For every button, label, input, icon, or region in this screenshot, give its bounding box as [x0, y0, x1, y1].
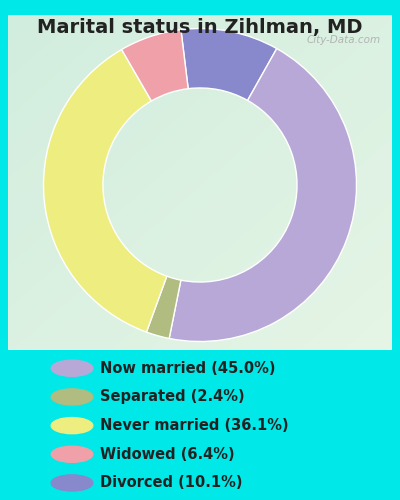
Circle shape: [51, 418, 93, 434]
Circle shape: [51, 389, 93, 405]
Text: Marital status in Zihlman, MD: Marital status in Zihlman, MD: [37, 18, 363, 36]
Text: Never married (36.1%): Never married (36.1%): [100, 418, 289, 433]
Wedge shape: [169, 48, 356, 342]
Wedge shape: [181, 28, 277, 101]
Text: Divorced (10.1%): Divorced (10.1%): [100, 476, 242, 490]
Circle shape: [51, 360, 93, 376]
Text: Separated (2.4%): Separated (2.4%): [100, 390, 245, 404]
Wedge shape: [146, 276, 181, 338]
Circle shape: [51, 446, 93, 462]
Wedge shape: [122, 30, 188, 101]
Text: Widowed (6.4%): Widowed (6.4%): [100, 447, 235, 462]
Wedge shape: [44, 50, 167, 332]
Text: Now married (45.0%): Now married (45.0%): [100, 361, 276, 376]
Circle shape: [51, 475, 93, 491]
Text: City-Data.com: City-Data.com: [306, 35, 380, 45]
